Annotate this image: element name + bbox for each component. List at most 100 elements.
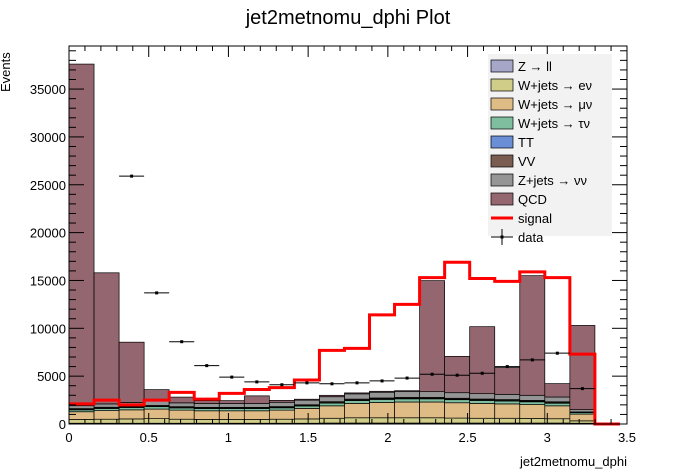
bar-w-jets bbox=[394, 401, 420, 419]
bar-w-jets-e bbox=[469, 417, 496, 424]
bar-w-jets-e bbox=[419, 417, 445, 424]
bar-z-jets bbox=[544, 396, 571, 403]
data-point bbox=[580, 387, 584, 391]
bar-qcd bbox=[394, 390, 420, 393]
legend-label-w-jets: W+jets → τν bbox=[518, 116, 590, 131]
x-tick-label: 2.5 bbox=[459, 430, 477, 445]
signal-histogram bbox=[69, 260, 620, 426]
bar-w-jets bbox=[469, 403, 496, 419]
x-tick-label: 3.5 bbox=[618, 430, 636, 445]
bar-w-jets-e bbox=[569, 420, 596, 424]
x-tick-label: 0 bbox=[65, 430, 72, 445]
bar-w-jets bbox=[143, 408, 170, 419]
bar-w-jets-e bbox=[268, 418, 295, 424]
bar-w-jets bbox=[369, 399, 395, 403]
bar-w-jets-e bbox=[394, 417, 420, 424]
bar-w-jets bbox=[68, 411, 95, 420]
data-point bbox=[455, 373, 459, 377]
legend-label-w-jets: W+jets → μν bbox=[518, 97, 592, 112]
bar-z-jets bbox=[394, 391, 420, 398]
data-point bbox=[230, 375, 234, 379]
legend-label-data: data bbox=[518, 230, 544, 245]
bar-qcd bbox=[544, 383, 571, 398]
bar-w-jets-e bbox=[519, 418, 546, 424]
data-point bbox=[180, 340, 184, 344]
y-tick-label: 30000 bbox=[30, 130, 66, 145]
bar-z-jets bbox=[268, 401, 295, 407]
legend-label-z-jets: Z+jets → νν bbox=[518, 173, 587, 188]
bar-w-jets bbox=[193, 410, 220, 420]
bar-z-jets bbox=[419, 391, 445, 398]
legend: Z → ll W+jets → eν W+jets → μν W+jets → τν T… bbox=[488, 54, 612, 245]
bar-z-jets bbox=[344, 393, 370, 400]
bar-w-jets-e bbox=[319, 417, 345, 424]
bar-w-jets bbox=[294, 405, 320, 409]
y-tick-label: 5000 bbox=[37, 369, 66, 384]
bar-z-jets bbox=[68, 405, 95, 409]
bar-qcd bbox=[218, 400, 245, 404]
bar-z-jets bbox=[143, 400, 170, 406]
bar-z-jets bbox=[469, 393, 496, 400]
bar-w-jets bbox=[218, 410, 245, 420]
legend-swatch-w-jets bbox=[490, 116, 514, 130]
bar-w-jets-e bbox=[243, 419, 270, 424]
y-axis-title: Events bbox=[0, 52, 13, 92]
bar-z-jets bbox=[168, 402, 195, 408]
bar-w-jets-e bbox=[118, 418, 145, 424]
bar-w-jets bbox=[494, 403, 521, 419]
bar-w-jets bbox=[369, 402, 395, 419]
bar-qcd bbox=[319, 394, 345, 398]
bar-w-jets bbox=[243, 410, 270, 420]
bar-w-jets bbox=[93, 410, 120, 420]
data-point bbox=[355, 381, 359, 385]
data-point bbox=[305, 381, 309, 385]
data-point bbox=[430, 372, 434, 376]
legend-swatch-z-ll bbox=[490, 59, 514, 73]
legend-label-vv: VV bbox=[518, 154, 536, 169]
bar-z-jets bbox=[294, 399, 320, 406]
bar-w-jets bbox=[419, 401, 445, 419]
bar-qcd bbox=[369, 390, 395, 393]
bar-z-jets bbox=[319, 396, 345, 403]
data-point bbox=[555, 351, 559, 355]
x-axis-title: jet2metnomu_dphi bbox=[519, 454, 627, 469]
bar-w-jets-e bbox=[68, 419, 95, 424]
data-point bbox=[380, 379, 384, 383]
bar-w-jets bbox=[419, 398, 445, 403]
y-tick-label: 0 bbox=[59, 417, 66, 432]
bar-w-jets bbox=[319, 402, 345, 407]
bar-qcd bbox=[469, 326, 496, 395]
data-point bbox=[480, 371, 484, 375]
bar-z-jets bbox=[193, 403, 220, 408]
bar-w-jets-e bbox=[344, 417, 370, 424]
bar-w-jets-e bbox=[193, 419, 220, 424]
x-tick-labels: 0 0.5 1 1.5 2 2.5 3 3.5 bbox=[65, 430, 636, 445]
bar-qcd bbox=[519, 275, 546, 396]
bar-w-jets bbox=[494, 400, 521, 405]
bar-w-jets bbox=[319, 405, 345, 419]
x-tick-label: 1.5 bbox=[299, 430, 317, 445]
plot-frame bbox=[68, 45, 628, 425]
stacked-histogram bbox=[68, 63, 596, 425]
bar-w-jets-e bbox=[168, 418, 195, 424]
bar-qcd bbox=[243, 395, 270, 404]
data-point bbox=[255, 380, 259, 384]
bar-qcd bbox=[118, 341, 145, 403]
legend-swatch-w-jets bbox=[490, 97, 514, 111]
data-point bbox=[155, 291, 159, 295]
bar-w-jets bbox=[444, 399, 471, 404]
y-tick-label: 35000 bbox=[30, 82, 66, 97]
data-point bbox=[330, 382, 334, 386]
bar-w-jets-e bbox=[143, 418, 170, 424]
legend-label-w-jets-e: W+jets → eν bbox=[518, 78, 592, 93]
data-points bbox=[119, 174, 595, 391]
legend-marker-data-point bbox=[500, 235, 504, 239]
bar-w-jets bbox=[344, 403, 370, 419]
x-tick-label: 0.5 bbox=[140, 430, 158, 445]
bar-qcd bbox=[93, 272, 120, 405]
bar-qcd bbox=[494, 367, 521, 395]
y-tick-labels: 0 5000 10000 15000 20000 25000 30000 35000 bbox=[30, 82, 66, 432]
bar-w-jets bbox=[519, 404, 546, 419]
bar-w-jets-e bbox=[93, 418, 120, 424]
bar-w-jets bbox=[118, 409, 145, 420]
